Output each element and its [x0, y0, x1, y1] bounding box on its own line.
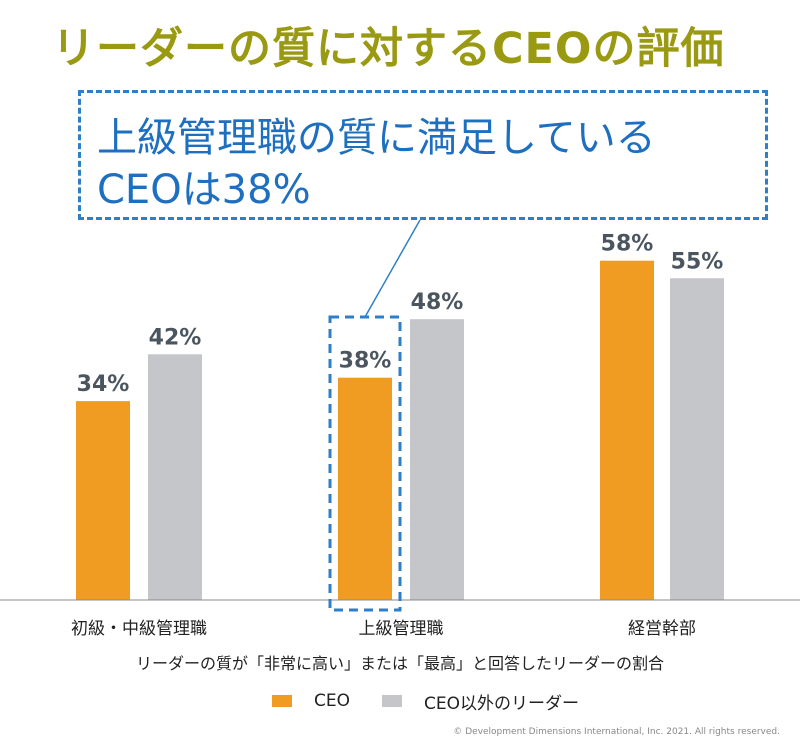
callout-line-1: 上級管理職の質に満足している [97, 115, 656, 161]
x-tick-label: 上級管理職 [359, 619, 444, 639]
legend-label-other: CEO以外のリーダー [424, 693, 579, 714]
data-label: 58% [601, 232, 654, 257]
chart-title: リーダーの質に対するCEOの評価 [52, 24, 725, 74]
bar [670, 278, 724, 600]
bar [148, 354, 202, 600]
legend-label-ceo: CEO [314, 691, 350, 711]
callout-line-2: CEOは38% [97, 167, 311, 213]
highlight-callout: 上級管理職の質に満足している CEOは38% [78, 90, 768, 220]
chart-note: リーダーの質が「非常に高い」または「最高」と回答したリーダーの割合 [135, 654, 664, 673]
data-label: 38% [339, 349, 392, 374]
callout-connector [364, 219, 421, 318]
data-label: 48% [411, 290, 464, 315]
legend-item-other: CEO以外のリーダー [382, 690, 579, 714]
bar [410, 319, 464, 600]
legend-swatch-ceo [272, 695, 292, 707]
bar [76, 401, 130, 600]
legend-item-ceo: CEO [272, 690, 350, 712]
x-tick-label: 経営幹部 [628, 618, 696, 639]
copyright-text: © Development Dimensions International, … [453, 727, 780, 737]
legend-swatch-other [382, 695, 402, 707]
data-label: 34% [77, 372, 130, 397]
x-tick-label: 初級・中級管理職 [71, 619, 207, 639]
data-label: 42% [149, 325, 202, 350]
bar [338, 377, 392, 600]
data-label: 55% [671, 249, 724, 274]
bar [600, 260, 654, 600]
